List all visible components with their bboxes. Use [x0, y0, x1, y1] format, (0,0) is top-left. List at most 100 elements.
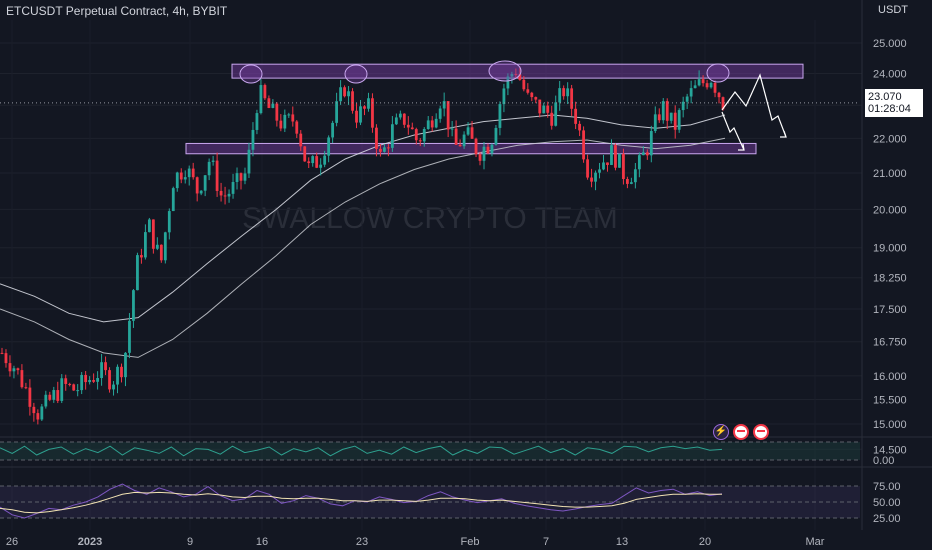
rsi-tick-label: 50.00: [873, 497, 901, 509]
price-tick-label: 16.750: [873, 337, 907, 349]
time-tick-label: 26: [6, 536, 18, 548]
candle-body: [669, 112, 673, 121]
candle-body: [327, 137, 331, 156]
price-tick-label: 22.000: [873, 133, 907, 145]
price-tick-label: 14.500: [873, 444, 907, 456]
candle-body: [518, 74, 522, 80]
price-tick-label: 18.250: [873, 273, 907, 285]
moving-average-line: [0, 114, 726, 323]
us-flag-icon[interactable]: [753, 424, 769, 440]
candle-body: [24, 387, 28, 389]
candle-body: [462, 134, 466, 147]
candle-body: [303, 146, 307, 162]
candle-body: [199, 190, 203, 194]
time-tick-label: 13: [616, 536, 628, 548]
lightning-icon[interactable]: ⚡: [713, 424, 729, 440]
candle-body: [271, 103, 275, 108]
candle-body: [486, 146, 490, 154]
us-flag-icon[interactable]: [733, 424, 749, 440]
candle-body: [697, 79, 701, 86]
candle-body: [610, 145, 613, 165]
candle-body: [554, 102, 558, 126]
candle-body: [375, 127, 378, 149]
candle-body: [28, 387, 32, 407]
candle-body: [191, 168, 195, 178]
top-touch-marker: [239, 64, 263, 84]
candle-body: [685, 96, 689, 102]
candle-body: [622, 153, 625, 180]
candle-body: [606, 162, 609, 165]
candle-body: [227, 193, 231, 197]
candle-body: [207, 161, 211, 176]
time-tick-label: 2023: [78, 536, 102, 548]
candle-body: [36, 413, 40, 420]
candle-body: [132, 290, 135, 321]
candle-body: [40, 406, 44, 420]
bar-countdown: 01:28:04: [868, 103, 911, 115]
candle-body: [140, 255, 143, 258]
candle-body: [291, 114, 295, 122]
candle-body: [359, 106, 362, 123]
candle-body: [151, 219, 155, 249]
candle-body: [450, 128, 454, 130]
candle-body: [243, 173, 247, 181]
candle-body: [406, 124, 410, 128]
candle-body: [562, 88, 566, 97]
candle-body: [618, 153, 621, 168]
candle-body: [629, 182, 633, 184]
resistance-zone: [185, 142, 757, 155]
candle-body: [538, 99, 542, 114]
candle-body: [418, 140, 422, 142]
candle-body: [195, 177, 199, 194]
candle-body: [414, 129, 418, 141]
candle-body: [717, 92, 721, 98]
candle-body: [582, 130, 585, 160]
candle-body: [287, 114, 291, 116]
candle-body: [502, 88, 506, 105]
candle-body: [394, 117, 398, 125]
projection-arrowhead: [780, 130, 787, 138]
top-touch-marker: [488, 60, 522, 82]
candle-body: [410, 127, 414, 130]
candle-body: [275, 103, 279, 121]
candle-body: [60, 378, 64, 401]
candle-body: [494, 127, 498, 145]
candle-body: [339, 87, 342, 102]
candle-body: [602, 162, 605, 170]
candle-body: [430, 120, 434, 128]
candle-body: [72, 384, 76, 391]
candle-body: [701, 79, 705, 84]
candle-body: [371, 98, 374, 128]
candle-body: [4, 353, 8, 364]
price-tick-label: 24.000: [873, 68, 907, 80]
currency-label: USDT: [878, 4, 908, 16]
time-tick-label: 7: [543, 536, 549, 548]
candle-body: [307, 161, 311, 164]
candle-body: [247, 149, 251, 174]
candle-body: [626, 179, 629, 184]
price-tick-label: 15.500: [873, 395, 907, 407]
candle-body: [335, 101, 339, 123]
candle-body: [20, 370, 24, 388]
candle-body: [171, 188, 175, 212]
candle-body: [112, 384, 115, 390]
price-tick-label: 20.000: [873, 204, 907, 216]
candle-body: [522, 79, 526, 90]
candle-body: [76, 390, 80, 392]
time-tick-label: 9: [187, 536, 193, 548]
time-tick-label: 23: [356, 536, 368, 548]
candle-body: [319, 164, 323, 168]
candle-body: [422, 128, 426, 142]
candle-body: [534, 97, 538, 100]
candle-body: [128, 320, 131, 353]
candle-body: [367, 98, 370, 109]
watermark: SWALLOW CRYPTO TEAM: [242, 202, 618, 235]
candle-body: [689, 88, 693, 97]
candle-body: [510, 74, 514, 77]
candle-body: [458, 144, 462, 147]
chart-title: ETCUSDT Perpetual Contract, 4h, BYBIT: [6, 4, 228, 18]
candle-body: [44, 394, 48, 407]
candle-body: [311, 156, 315, 164]
candle-body: [159, 244, 163, 261]
